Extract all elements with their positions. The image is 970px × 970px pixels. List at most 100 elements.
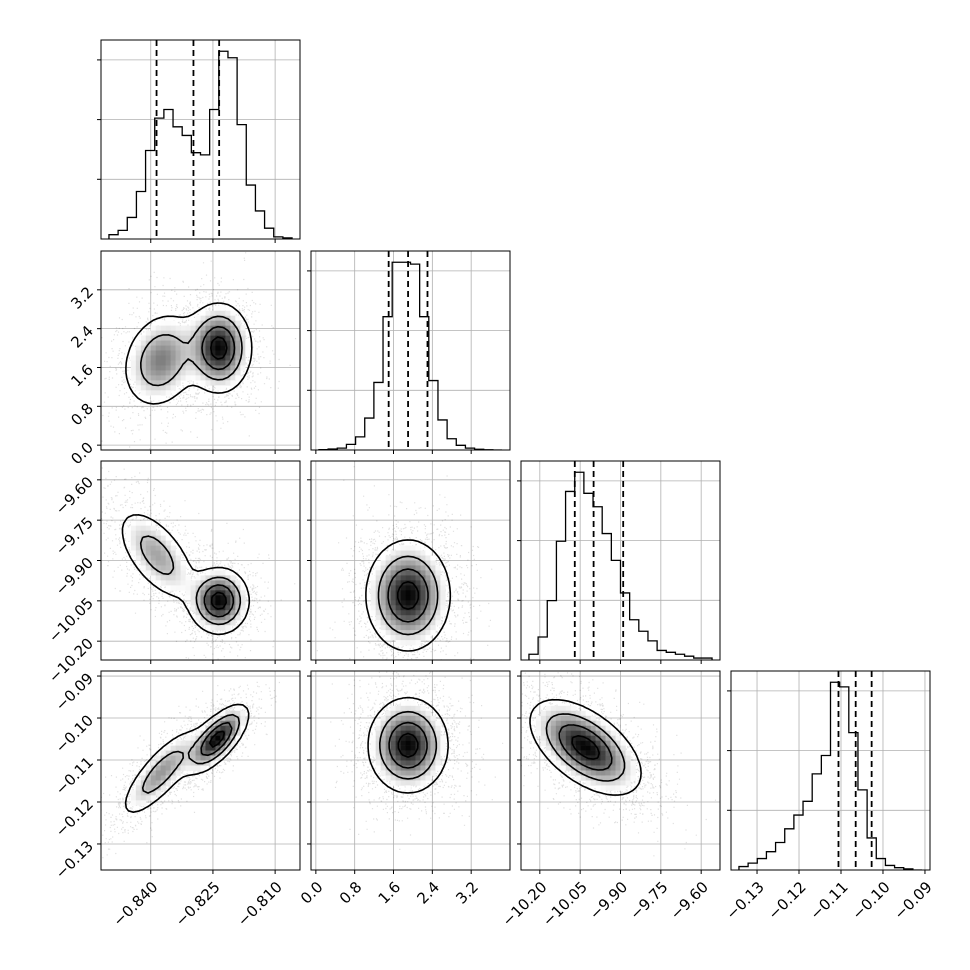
density-cell <box>610 755 616 761</box>
density-cell <box>575 775 581 781</box>
density-cell <box>595 730 601 736</box>
density-cell <box>220 350 226 356</box>
density-cell <box>575 735 581 741</box>
density-cell <box>165 330 171 336</box>
density-cell <box>410 640 416 646</box>
density-cell <box>420 630 426 636</box>
density-cell <box>420 710 426 717</box>
density-cell <box>225 595 231 601</box>
density-cell <box>415 760 421 766</box>
density-cell <box>575 710 581 717</box>
density-cell <box>440 735 446 741</box>
density-cell <box>620 775 626 781</box>
density-cell <box>570 750 577 756</box>
density-cell <box>135 535 142 541</box>
contour-line <box>121 514 251 636</box>
contour-line <box>141 713 241 794</box>
x-tick-label: −0.825 <box>172 878 224 930</box>
density-cell <box>210 745 216 751</box>
contour-line <box>203 584 235 618</box>
density-cell <box>215 330 221 336</box>
density-cell <box>580 745 586 751</box>
density-cell <box>620 765 626 771</box>
density-cell <box>190 605 196 611</box>
density-cell <box>230 715 236 722</box>
density-cell <box>215 625 221 631</box>
density-cell <box>405 740 411 746</box>
density-cell <box>605 785 611 791</box>
density-cell <box>380 735 386 741</box>
density-cell <box>410 545 416 551</box>
density-cell <box>205 340 211 346</box>
x-tick-label: −0.12 <box>765 878 810 923</box>
density-cell <box>185 735 191 741</box>
density-cell <box>130 800 137 806</box>
panel-1-1 <box>307 250 511 454</box>
density-cell <box>215 730 221 736</box>
density-cell <box>130 540 137 546</box>
density-cell <box>165 540 171 546</box>
density-cell <box>225 625 231 631</box>
density-cell <box>150 395 157 401</box>
density-cell <box>390 710 396 717</box>
density-cell <box>555 750 562 756</box>
density-cell <box>165 585 171 591</box>
density-cell <box>165 760 171 766</box>
density-cell <box>155 360 161 366</box>
density-cell <box>370 735 376 741</box>
density-cell <box>165 765 171 771</box>
density-cell <box>595 750 601 756</box>
density-cell <box>215 310 221 316</box>
density-cell <box>195 355 201 361</box>
density-cell <box>140 520 147 526</box>
density-cell <box>395 705 401 712</box>
density-cell <box>560 730 567 736</box>
density-cell <box>405 725 411 731</box>
density-cell <box>150 770 157 776</box>
density-cell <box>570 740 577 746</box>
density-cell <box>140 380 147 386</box>
density-cell <box>170 320 176 326</box>
density-cell <box>595 720 601 727</box>
density-cell <box>175 740 181 746</box>
density-cell <box>145 525 152 531</box>
density-cell <box>575 740 581 746</box>
density-cell <box>405 780 411 786</box>
density-cell <box>225 320 231 326</box>
density-cell <box>585 760 591 766</box>
density-cell <box>585 750 591 756</box>
panel-3-1: 0.0 0.8 1.6 2.4 3.2 <box>297 670 511 908</box>
density-cell <box>400 590 406 596</box>
density-cell <box>410 575 416 581</box>
density-cell <box>190 320 196 326</box>
density-cell <box>420 740 426 746</box>
density-cell <box>160 545 166 551</box>
density-cell <box>590 780 596 786</box>
density-cell <box>145 545 152 551</box>
density-cell <box>580 725 586 731</box>
density-cell <box>430 755 436 761</box>
density-cell <box>410 585 416 591</box>
density-cell <box>215 620 221 626</box>
density-cell <box>575 745 581 751</box>
density-cell <box>160 370 166 376</box>
density-cell <box>390 745 396 751</box>
density-cell <box>205 585 211 591</box>
density-cell <box>135 555 142 561</box>
density-cell <box>425 730 431 736</box>
y-tick-label: 0.8 <box>67 400 97 430</box>
density-cell <box>160 345 166 351</box>
density-cell <box>410 615 416 621</box>
density-cell <box>135 550 142 556</box>
density-cell <box>370 610 376 616</box>
x-tick-label: −9.75 <box>626 878 671 923</box>
density-cell <box>160 350 166 356</box>
density-cell <box>550 705 557 712</box>
density-cell <box>220 320 226 326</box>
density-cell <box>400 545 406 551</box>
density-cell <box>175 380 181 386</box>
density-cell <box>240 725 246 731</box>
density-cell <box>210 605 216 611</box>
density-cell <box>215 335 221 341</box>
